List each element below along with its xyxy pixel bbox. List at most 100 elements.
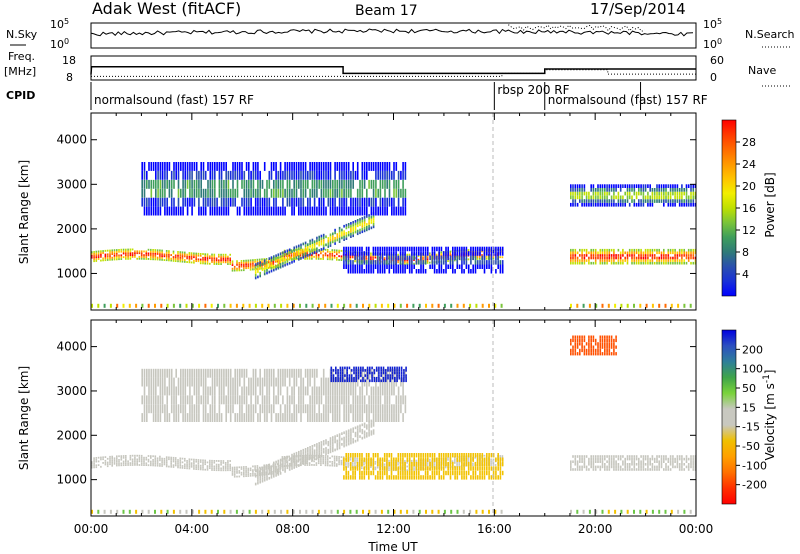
heatmap-cell	[217, 303, 219, 308]
heatmap-cell	[495, 475, 497, 480]
heatmap-cell	[193, 462, 195, 465]
heatmap-cell	[200, 206, 202, 216]
heatmap-cell	[292, 303, 295, 308]
heatmap-cell	[93, 260, 95, 263]
heatmap-cell	[134, 458, 136, 461]
heatmap-cell	[366, 434, 368, 438]
heatmap-cell	[307, 254, 309, 257]
heatmap-cell	[214, 206, 216, 216]
heatmap-cell	[155, 368, 157, 378]
heatmap-cell	[402, 470, 404, 476]
heatmap-cell	[298, 244, 300, 248]
heatmap-cell	[343, 466, 345, 471]
heatmap-cell	[318, 444, 320, 448]
heatmap-cell	[224, 255, 227, 258]
heatmap-cell	[581, 195, 583, 200]
heatmap-cell	[413, 467, 415, 469]
heatmap-cell	[363, 433, 366, 436]
heatmap-cell	[266, 404, 268, 414]
heatmap-cell	[195, 260, 197, 262]
heatmap-cell	[356, 246, 359, 252]
heatmap-cell	[245, 467, 247, 470]
heatmap-cell	[413, 469, 415, 471]
heatmap-cell	[345, 246, 347, 252]
heatmap-cell	[490, 246, 493, 252]
heatmap-cell	[207, 368, 209, 378]
heatmap-cell	[316, 206, 318, 216]
heatmap-cell	[204, 253, 206, 256]
heatmap-cell	[349, 457, 352, 459]
heatmap-cell	[327, 239, 330, 243]
heatmap-cell	[608, 191, 611, 196]
heatmap-cell	[326, 250, 329, 253]
heatmap-cell	[293, 170, 295, 180]
heatmap-cell	[118, 256, 120, 259]
heatmap-cell	[406, 261, 408, 264]
heatmap-cell	[490, 475, 493, 480]
heatmap-cell	[363, 206, 366, 216]
heatmap-cell	[306, 250, 309, 253]
heatmap-cell	[406, 253, 408, 256]
heatmap-cell	[199, 262, 202, 265]
heatmap-cell	[166, 413, 168, 422]
heatmap-cell	[118, 455, 120, 458]
heatmap-cell	[218, 469, 220, 472]
heatmap-cell	[247, 473, 250, 475]
heatmap-cell	[667, 261, 670, 265]
heatmap-cell	[170, 395, 173, 405]
heatmap-cell	[307, 449, 309, 453]
heatmap-cell	[279, 263, 282, 266]
heatmap-cell	[337, 371, 339, 375]
heatmap-cell	[479, 260, 481, 265]
heatmap-cell	[406, 453, 409, 458]
heatmap-cell	[635, 191, 638, 196]
heatmap-cell	[234, 162, 236, 171]
heatmap-cell	[377, 255, 379, 261]
heatmap-cell	[179, 463, 182, 465]
heatmap-cell	[483, 255, 486, 261]
heatmap-cell	[429, 264, 431, 269]
heatmap-cell	[275, 460, 277, 464]
heatmap-cell	[411, 255, 413, 261]
heatmap-cell	[404, 162, 407, 171]
heatmap-cell	[681, 248, 683, 252]
heatmap-cell	[93, 254, 95, 257]
heatmap-cell	[302, 242, 305, 246]
heatmap-cell	[209, 162, 212, 171]
heatmap-cell	[236, 466, 238, 469]
heatmap-cell	[354, 413, 357, 422]
heatmap-cell	[134, 254, 136, 256]
heatmap-cell	[288, 465, 291, 469]
heatmap-cell	[422, 258, 424, 261]
heatmap-cell	[674, 251, 676, 255]
heatmap-cell	[337, 376, 339, 380]
heatmap-cell	[202, 459, 204, 462]
heatmap-cell	[173, 162, 175, 171]
heatmap-cell	[239, 162, 241, 171]
heatmap-cell	[474, 251, 477, 256]
heatmap-cell	[211, 459, 213, 462]
heatmap-cell	[195, 377, 198, 387]
heatmap-cell	[404, 263, 406, 265]
heatmap-cell	[479, 461, 481, 467]
heatmap-cell	[399, 466, 402, 471]
heatmap-cell	[649, 184, 651, 188]
heatmap-cell	[329, 464, 331, 467]
heatmap-cell	[193, 368, 196, 378]
heatmap-cell	[120, 464, 123, 467]
heatmap-cell	[206, 255, 209, 258]
heatmap-cell	[322, 241, 325, 245]
heatmap-cell	[345, 395, 348, 405]
heatmap-cell	[624, 202, 626, 207]
freq-tick-top: 18	[62, 54, 76, 67]
heatmap-cell	[238, 265, 241, 268]
heatmap-cell	[574, 199, 577, 203]
heatmap-cell	[476, 251, 479, 256]
heatmap-cell	[356, 377, 359, 387]
heatmap-cell	[488, 255, 490, 261]
heatmap-cell	[383, 453, 386, 458]
heatmap-cell	[463, 461, 465, 467]
heatmap-cell	[332, 404, 334, 414]
heatmap-cell	[447, 264, 449, 269]
heatmap-cell	[180, 395, 182, 405]
